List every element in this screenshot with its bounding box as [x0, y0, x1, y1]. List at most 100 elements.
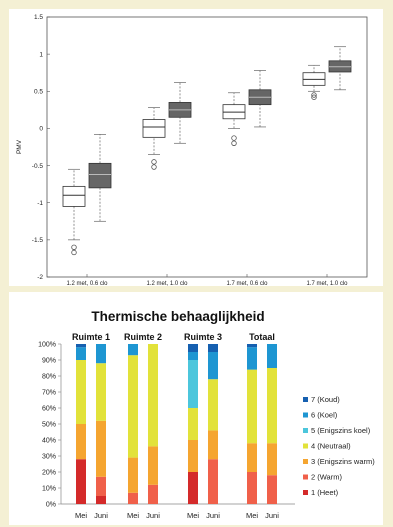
- bar-segment-3: [247, 443, 257, 472]
- y-tick-label: 20%: [42, 470, 56, 477]
- outlier-point: [311, 94, 317, 100]
- bar-segment-6: [96, 344, 106, 364]
- bar-segment-4: [76, 360, 86, 424]
- y-tick-label: 60%: [42, 406, 56, 413]
- legend-swatch: [303, 443, 308, 449]
- bar-segment-6: [188, 352, 198, 360]
- outlier-point: [311, 92, 317, 98]
- bar-segment-2: [267, 475, 277, 504]
- box-body: [142, 119, 166, 138]
- comfort-chart-panel: Thermische behaaglijkheid 0% 10% 20% 30% 40% 5…: [9, 292, 383, 525]
- box-body: [62, 185, 86, 207]
- y-tick-label: -0.5: [32, 163, 44, 170]
- legend-label: 2 (Warm): [311, 473, 342, 482]
- y-tick-label: 70%: [42, 390, 56, 397]
- bar-segment-6: [76, 347, 86, 360]
- chart-title: Thermische behaaglijkheid: [91, 309, 264, 324]
- y-axis-label: PMV: [16, 139, 23, 154]
- group-label: Ruimte 2: [124, 332, 162, 342]
- bar-segment-3: [96, 420, 106, 477]
- bar-segment-1: [76, 459, 86, 504]
- month-label: Juni: [94, 511, 108, 520]
- box-0-1: [88, 134, 112, 222]
- bar-segment-6: [247, 347, 257, 370]
- box-1-1: [168, 82, 192, 144]
- legend-swatch: [303, 412, 308, 418]
- legend-label: 7 (Koud): [311, 395, 340, 404]
- bar-segment-7: [188, 344, 198, 352]
- month-label: Juni: [265, 511, 279, 520]
- bar-segment-4: [128, 355, 138, 458]
- y-tick-label: 1: [39, 51, 43, 58]
- month-label: Mei: [246, 511, 258, 520]
- y-tick-label: -1: [37, 200, 43, 207]
- legend-label: 1 (Heet): [311, 488, 339, 497]
- outlier-point: [231, 140, 237, 146]
- x-category-label: 1.2 met, 0.6 clo: [66, 281, 108, 286]
- outlier-point: [71, 249, 77, 256]
- y-tick-label: 50%: [42, 422, 56, 429]
- bar-segment-3: [267, 443, 277, 476]
- month-label: Mei: [187, 511, 199, 520]
- y-tick-label: 10%: [42, 486, 56, 493]
- x-category-label: 1.7 met, 1.0 clo: [306, 281, 348, 286]
- pmv-boxplot-panel: -2 -1.5 -1 -0.5 0 0.5 1 1.5 PMV 1.2 met, 0.6 clo 1…: [9, 9, 383, 286]
- y-tick-label: 90%: [42, 358, 56, 365]
- bar-segment-4: [208, 379, 218, 431]
- bar-segment-1: [96, 496, 106, 504]
- legend-swatch: [303, 428, 308, 433]
- y-tick-label: 1.5: [34, 14, 43, 21]
- legend-label: 3 (Enigszins warm): [311, 457, 375, 466]
- outlier-point: [231, 135, 237, 141]
- bar-segment-4: [188, 408, 198, 440]
- bar-segment-3: [208, 430, 218, 460]
- bar-segment-6: [267, 344, 277, 368]
- y-tick-label: 80%: [42, 374, 56, 381]
- box-2-0: [222, 92, 246, 146]
- group-label: Totaal: [249, 332, 275, 342]
- x-category-label: 1.7 met, 0.6 clo: [226, 281, 268, 286]
- bar-segment-3: [188, 440, 198, 472]
- legend-label: 5 (Enigszins koel): [311, 426, 371, 435]
- box-3-0: [302, 64, 326, 100]
- bar-segment-3: [76, 424, 86, 460]
- legend-swatch: [303, 474, 308, 480]
- bar-segment-3: [128, 457, 138, 493]
- bar-segment-5: [188, 360, 198, 408]
- box-2-1: [248, 70, 272, 128]
- plot-frame: [46, 16, 368, 278]
- bar-segment-4: [96, 363, 106, 421]
- bar-segment-2: [96, 476, 106, 496]
- box-body: [88, 162, 112, 189]
- bar-segment-6: [208, 352, 218, 380]
- bar-segment-7: [247, 344, 257, 348]
- y-tick-label: 100%: [38, 342, 56, 349]
- y-tick-label: 40%: [42, 438, 56, 445]
- group-label: Ruimte 1: [72, 332, 110, 342]
- bar-segment-3: [148, 446, 158, 485]
- bar-segment-2: [208, 459, 218, 504]
- group-label: Ruimte 3: [184, 332, 222, 342]
- box-3-1: [328, 46, 352, 91]
- bar-segment-1: [188, 472, 198, 504]
- legend-swatch: [303, 397, 308, 402]
- bar-segment-4: [267, 368, 277, 444]
- bar-segment-2: [247, 472, 257, 504]
- bar-segment-4: [148, 344, 158, 447]
- bar-segment-7: [76, 344, 86, 348]
- bar-segment-4: [247, 369, 257, 444]
- y-tick-label: 0%: [46, 502, 56, 509]
- thermal-comfort-stacked-bar-chart: Thermische behaaglijkheid 0% 10% 20% 30% 40% 5…: [38, 309, 375, 520]
- bar-segment-2: [148, 484, 158, 504]
- bar-segment-2: [128, 492, 138, 504]
- bar-segment-7: [208, 344, 218, 352]
- box-0-0: [62, 168, 86, 256]
- month-label: Juni: [146, 511, 160, 520]
- y-tick-label: 0.5: [34, 88, 43, 95]
- y-tick-label: 0: [39, 126, 43, 133]
- y-tick-label: -2: [37, 274, 43, 281]
- month-label: Mei: [75, 511, 87, 520]
- legend-label: 4 (Neutraal): [311, 442, 351, 451]
- x-category-label: 1.2 met, 1.0 clo: [146, 281, 188, 286]
